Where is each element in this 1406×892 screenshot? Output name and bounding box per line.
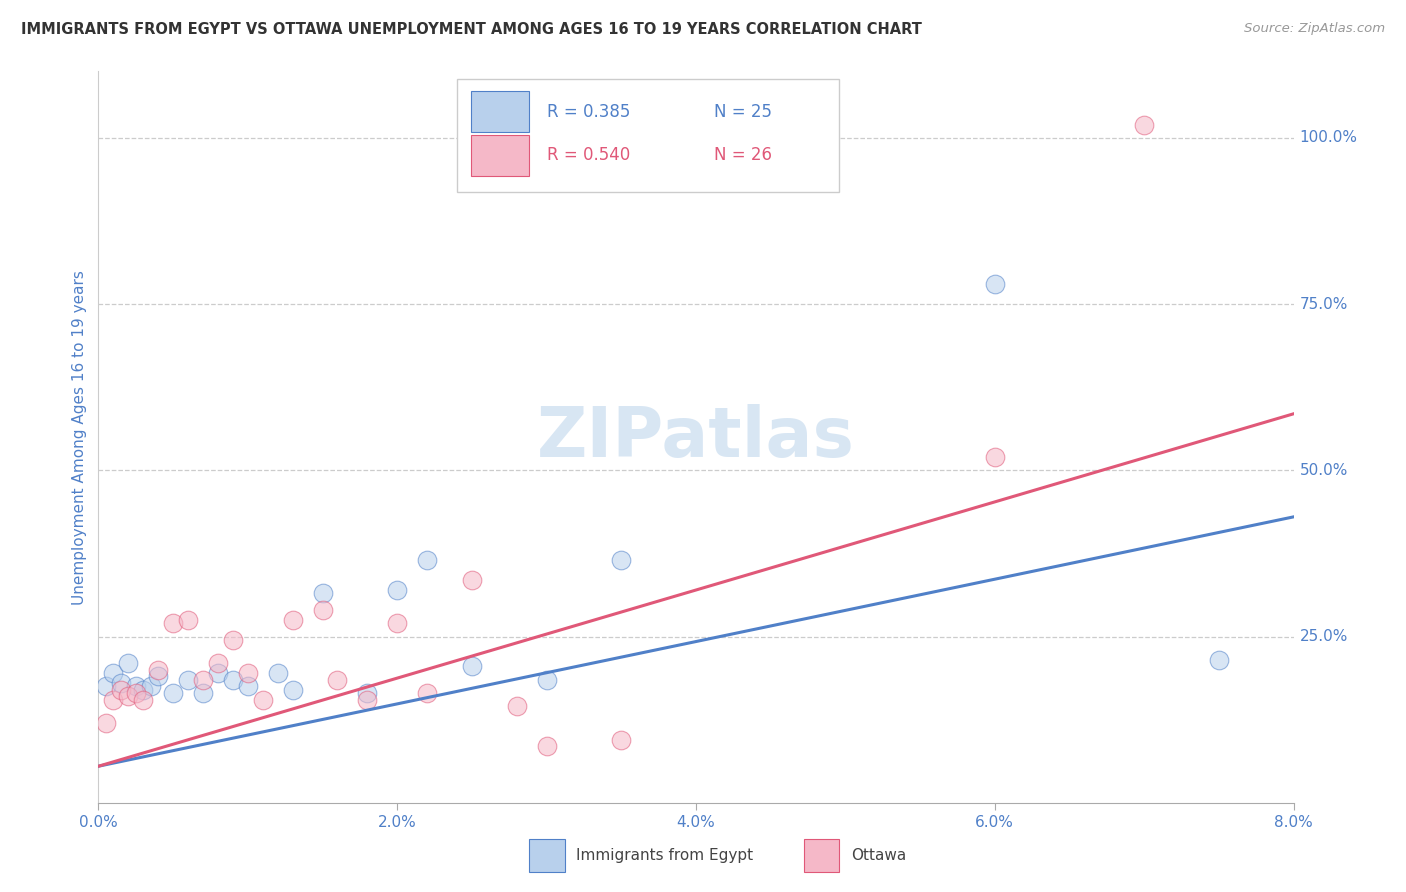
- FancyBboxPatch shape: [457, 78, 839, 192]
- Point: [94, 716, 117, 731]
- Point: [356, 692, 378, 706]
- Point: [385, 616, 409, 631]
- Point: [281, 682, 304, 697]
- Point: [162, 686, 184, 700]
- Point: [983, 277, 1005, 292]
- Point: [132, 682, 155, 697]
- Point: [222, 632, 245, 647]
- Point: [110, 676, 132, 690]
- Point: [1133, 118, 1156, 132]
- Text: N = 26: N = 26: [714, 146, 772, 164]
- Text: ZIPatlas: ZIPatlas: [537, 403, 855, 471]
- Point: [461, 573, 484, 587]
- Point: [252, 692, 274, 706]
- Text: 50.0%: 50.0%: [1299, 463, 1348, 478]
- Point: [281, 613, 304, 627]
- Point: [117, 690, 139, 704]
- Point: [983, 450, 1005, 464]
- Text: IMMIGRANTS FROM EGYPT VS OTTAWA UNEMPLOYMENT AMONG AGES 16 TO 19 YEARS CORRELATI: IMMIGRANTS FROM EGYPT VS OTTAWA UNEMPLOY…: [21, 22, 922, 37]
- Point: [103, 666, 125, 681]
- Point: [94, 680, 117, 694]
- Point: [132, 692, 155, 706]
- FancyBboxPatch shape: [471, 92, 529, 132]
- Point: [536, 739, 558, 754]
- Point: [610, 553, 633, 567]
- Point: [1208, 653, 1230, 667]
- Point: [236, 666, 259, 681]
- Point: [610, 732, 633, 747]
- FancyBboxPatch shape: [529, 839, 565, 871]
- Point: [326, 673, 349, 687]
- Point: [148, 663, 170, 677]
- Text: R = 0.540: R = 0.540: [547, 146, 630, 164]
- Text: Ottawa: Ottawa: [851, 848, 907, 863]
- Y-axis label: Unemployment Among Ages 16 to 19 years: Unemployment Among Ages 16 to 19 years: [72, 269, 87, 605]
- Point: [162, 616, 184, 631]
- Point: [177, 673, 200, 687]
- Point: [311, 586, 333, 600]
- Point: [461, 659, 484, 673]
- Point: [191, 686, 214, 700]
- Point: [416, 686, 439, 700]
- Point: [222, 673, 245, 687]
- Point: [267, 666, 290, 681]
- Text: 75.0%: 75.0%: [1299, 297, 1348, 311]
- Point: [506, 699, 529, 714]
- Point: [311, 603, 333, 617]
- Point: [207, 656, 229, 670]
- Point: [385, 582, 409, 597]
- Point: [236, 680, 259, 694]
- FancyBboxPatch shape: [804, 839, 839, 871]
- Point: [148, 669, 170, 683]
- Point: [110, 682, 132, 697]
- Point: [191, 673, 214, 687]
- Text: N = 25: N = 25: [714, 103, 772, 120]
- Point: [177, 613, 200, 627]
- Text: 25.0%: 25.0%: [1299, 629, 1348, 644]
- Text: Immigrants from Egypt: Immigrants from Egypt: [576, 848, 754, 863]
- Text: Source: ZipAtlas.com: Source: ZipAtlas.com: [1244, 22, 1385, 36]
- Point: [125, 686, 148, 700]
- Point: [356, 686, 378, 700]
- Text: 100.0%: 100.0%: [1299, 130, 1358, 145]
- FancyBboxPatch shape: [471, 136, 529, 176]
- Point: [416, 553, 439, 567]
- Point: [103, 692, 125, 706]
- Point: [207, 666, 229, 681]
- Point: [117, 656, 139, 670]
- Point: [139, 680, 162, 694]
- Text: R = 0.385: R = 0.385: [547, 103, 630, 120]
- Point: [125, 680, 148, 694]
- Point: [536, 673, 558, 687]
